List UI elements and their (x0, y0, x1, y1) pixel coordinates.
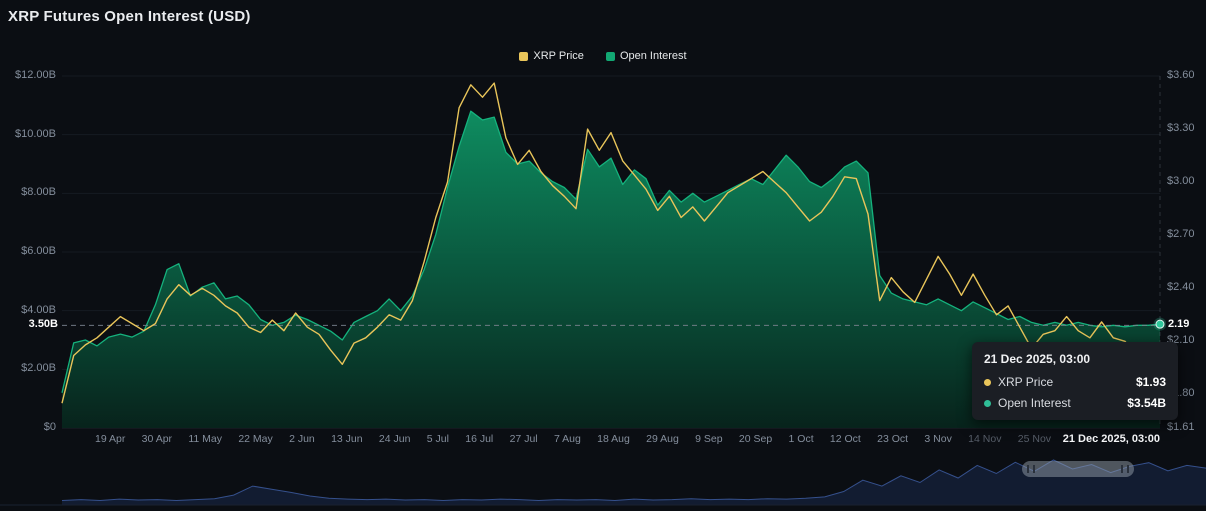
tooltip-row-open-interest: Open Interest $3.54B (984, 396, 1166, 410)
chart-panel: XRP Futures Open Interest (USD) XRP Pric… (0, 0, 1206, 511)
navigator-thumb[interactable] (1022, 461, 1134, 477)
tooltip: 21 Dec 2025, 03:00 XRP Price $1.93 Open … (972, 342, 1178, 420)
current-oi-axis-label: 3.50B (10, 318, 60, 330)
open-interest-dot-icon (984, 400, 991, 407)
tooltip-title: 21 Dec 2025, 03:00 (984, 352, 1166, 366)
xrp-price-dot-icon (984, 379, 991, 386)
tooltip-value-xrp-price: $1.93 (1136, 375, 1166, 389)
thumb-grip-right-icon[interactable] (1121, 465, 1129, 473)
tooltip-label-open-interest: Open Interest (998, 396, 1071, 410)
thumb-grip-left-icon[interactable] (1027, 465, 1035, 473)
current-price-axis-label: 2.19 (1166, 318, 1191, 330)
tooltip-label-xrp-price: XRP Price (998, 375, 1053, 389)
crosshair-x-label: 21 Dec 2025, 03:00 (1061, 433, 1162, 445)
tooltip-value-open-interest: $3.54B (1127, 396, 1166, 410)
navigator-chart[interactable] (0, 450, 1206, 511)
tooltip-row-xrp-price: XRP Price $1.93 (984, 375, 1166, 389)
